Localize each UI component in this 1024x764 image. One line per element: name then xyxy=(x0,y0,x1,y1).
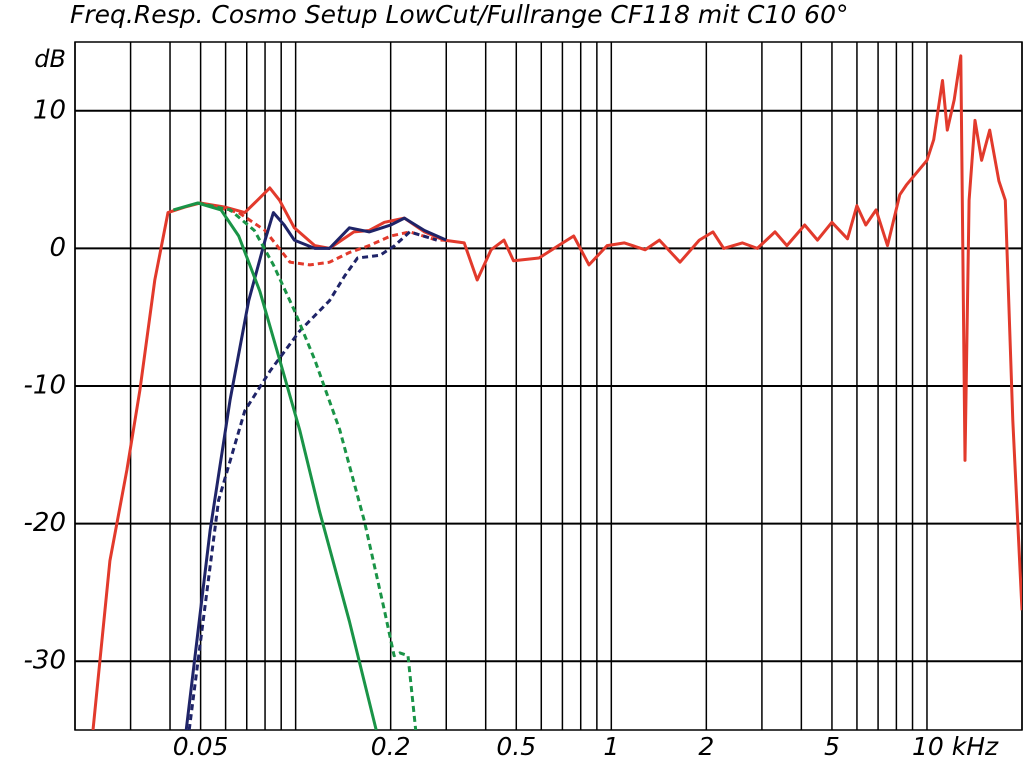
plot-frame xyxy=(74,41,1023,731)
x-tick-label: 10 kHz xyxy=(912,732,999,761)
x-tick-label: 0.2 xyxy=(371,732,411,761)
series-line xyxy=(172,201,378,730)
x-tick-label: 2 xyxy=(698,732,714,761)
x-tick-label: 5 xyxy=(824,732,840,761)
x-tick-label: 1 xyxy=(603,732,619,761)
y-tick-label: -10 xyxy=(24,371,66,401)
series-line xyxy=(184,211,447,730)
y-axis-label: dB xyxy=(34,45,66,73)
y-tick-label: 10 xyxy=(33,95,66,125)
x-tick-label: 0.05 xyxy=(173,732,229,761)
grid: 10 0 -10 -20 -30 0.05 0.2 0.5 1 2 5 10 kHz xyxy=(24,41,1023,761)
plot-area xyxy=(91,54,1022,730)
x-tick-label: 0.5 xyxy=(496,732,536,761)
series-line xyxy=(197,201,418,730)
y-tick-label: -20 xyxy=(24,508,66,538)
series-line xyxy=(91,54,1022,730)
chart-title: Freq.Resp. Cosmo Setup LowCut/Fullrange … xyxy=(70,0,849,29)
y-tick-label: -30 xyxy=(24,646,66,676)
y-tick-label: 0 xyxy=(49,233,66,263)
